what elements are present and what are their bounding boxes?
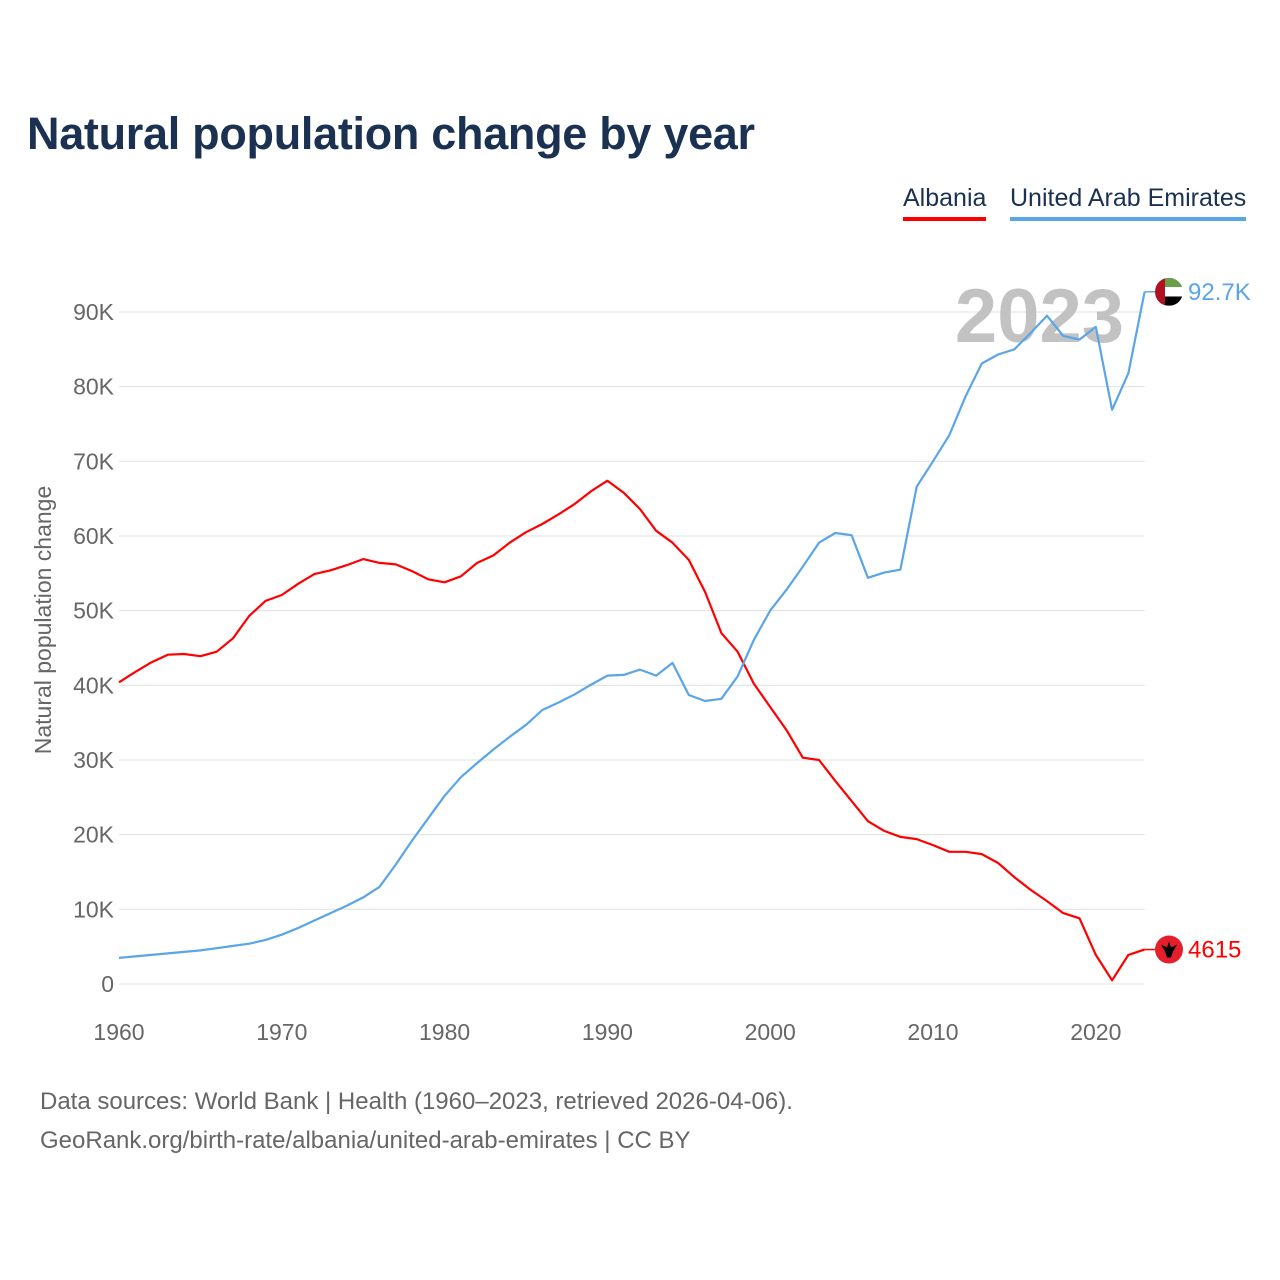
x-tick-label: 1990 <box>582 1019 633 1045</box>
y-tick-label: 60K <box>73 523 115 549</box>
legend-item-albania[interactable]: Albania <box>903 184 987 221</box>
y-tick-label: 80K <box>73 374 115 400</box>
x-tick-label: 2000 <box>745 1019 796 1045</box>
legend-item-uae[interactable]: United Arab Emirates <box>1010 184 1247 221</box>
uae-flag-icon <box>1155 277 1183 306</box>
eagle-icon <box>1161 941 1177 958</box>
y-tick-label: 10K <box>73 896 115 922</box>
x-tick-label: 1980 <box>419 1019 470 1045</box>
y-tick-label: 70K <box>73 448 115 474</box>
y-axis-title: Natural population change <box>30 486 56 755</box>
x-tick-label: 2020 <box>1070 1019 1121 1045</box>
chart-title: Natural population change by year <box>27 108 755 159</box>
footer-attribution[interactable]: GeoRank.org/birth-rate/albania/united-ar… <box>40 1127 691 1154</box>
year-watermark: 2023 <box>955 274 1124 359</box>
y-tick-label: 50K <box>73 598 115 624</box>
x-tick-label: 2010 <box>907 1019 958 1045</box>
y-tick-label: 40K <box>73 672 115 698</box>
series-line-albania <box>118 479 1145 982</box>
y-tick-label: 0 <box>101 971 114 997</box>
end-value-label: 92.7K <box>1188 279 1251 306</box>
end-value-label: 4615 <box>1188 937 1241 964</box>
x-tick-label: 1960 <box>93 1019 144 1045</box>
footer-sources: Data sources: World Bank | Health (1960–… <box>40 1088 793 1115</box>
series-line-uae <box>118 291 1146 959</box>
x-tick-label: 1970 <box>256 1019 307 1045</box>
y-tick-label: 30K <box>73 747 115 773</box>
y-tick-label: 20K <box>73 822 115 848</box>
y-tick-label: 90K <box>73 299 115 325</box>
